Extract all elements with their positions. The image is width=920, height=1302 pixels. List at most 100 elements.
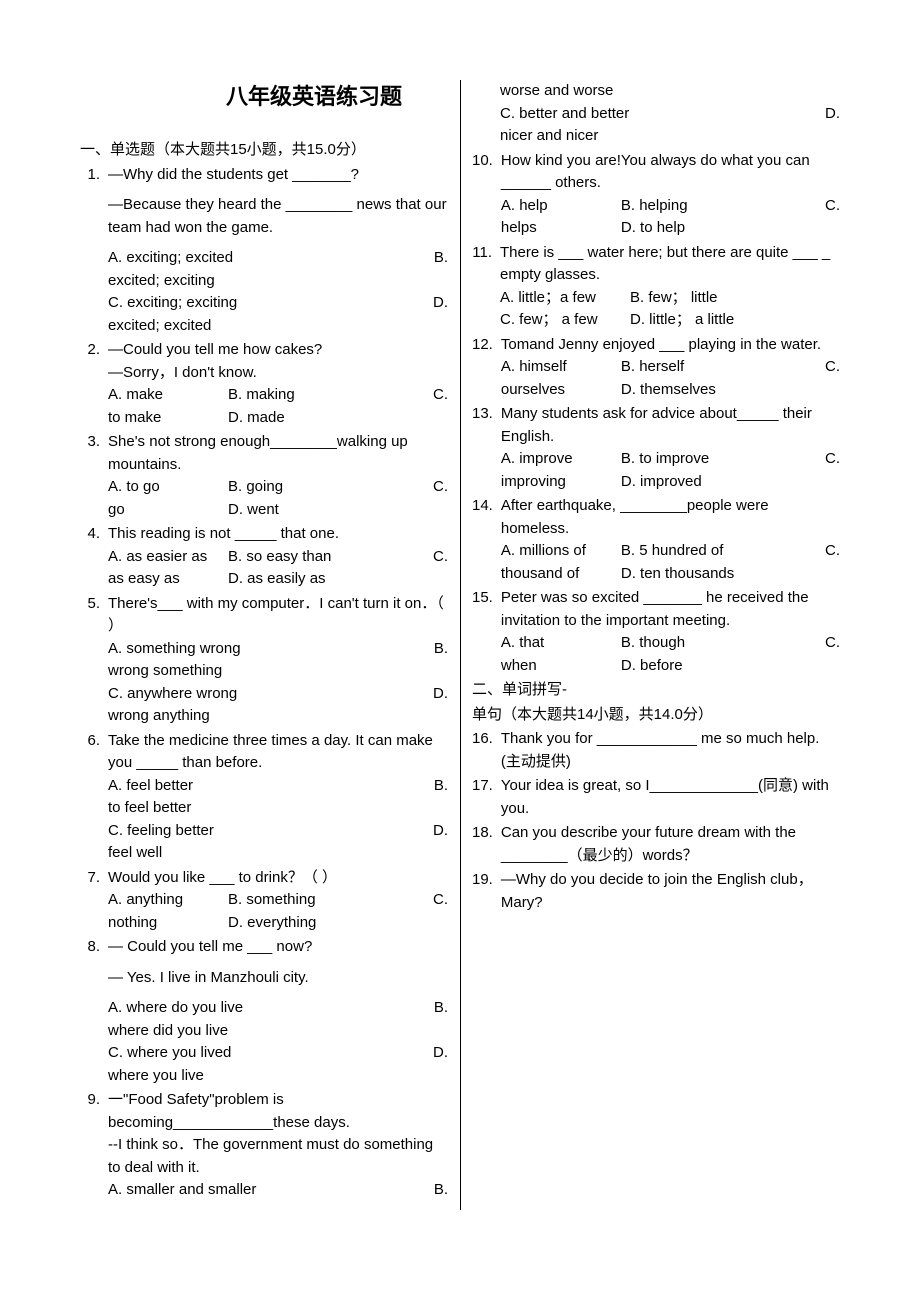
question-body: Tomand Jenny enjoyed ___ playing in the … <box>501 334 840 402</box>
question-text: She's not strong enough________walking u… <box>108 431 448 476</box>
question-number: 6. <box>80 730 108 865</box>
worksheet-page: 八年级英语练习题 一、单选题（本大题共15小题，共15.0分） 1. —Why … <box>0 0 920 1302</box>
question-body: There's___ with my computer．I can't turn… <box>108 593 448 728</box>
option-c-prefix: C. <box>348 476 448 499</box>
question-text: Many students ask for advice about_____ … <box>501 403 840 448</box>
option-d-prefix: D. <box>424 1042 448 1065</box>
question-1: 1. —Why did the students get _______? —B… <box>80 164 448 338</box>
option-line: helps D. to help <box>501 217 840 240</box>
option-b-prefix: B. <box>424 997 448 1020</box>
question-text: —Because they heard the ________ news th… <box>108 194 448 239</box>
option-line: improving D. improved <box>501 471 840 494</box>
option-d: D. made <box>228 407 348 430</box>
option-b-rest: worse and worse <box>500 80 840 103</box>
question-body: This reading is not _____ that one. A. a… <box>108 523 448 591</box>
option-c: C. anywhere wrong <box>108 683 424 706</box>
option-c: C. better and better <box>500 103 816 126</box>
option-c-prefix: C. <box>741 632 840 655</box>
option-line: A. little；a few B. few； little <box>500 287 840 310</box>
question-number: 4. <box>80 523 108 591</box>
question-text: Can you describe your future dream with … <box>501 822 840 867</box>
question-17: 17. Your idea is great, so I____________… <box>472 775 840 820</box>
section-1-heading: 一、单选题（本大题共15小题，共15.0分） <box>80 139 448 162</box>
question-text: Would you like ___ to drink？（ ） <box>108 867 448 890</box>
option-d: D. before <box>621 655 741 678</box>
question-text: There is ___ water here; but there are q… <box>500 242 840 287</box>
option-b: B. something <box>228 889 348 912</box>
option-a: A. to go <box>108 476 228 499</box>
question-text: —Why did the students get _______? <box>108 164 448 187</box>
option-line: A. improve B. to improve C. <box>501 448 840 471</box>
question-2: 2. —Could you tell me how cakes? —Sorry，… <box>80 339 448 429</box>
option-b-prefix: B. <box>424 247 448 270</box>
option-b-rest: to feel better <box>108 797 448 820</box>
option-c-rest: to make <box>108 407 228 430</box>
question-number: 8. <box>80 936 108 1087</box>
option-b-prefix: B. <box>424 638 448 661</box>
question-text: There's___ with my computer．I can't turn… <box>108 593 448 638</box>
question-body: Would you like ___ to drink？（ ） A. anyth… <box>108 867 448 935</box>
option-d-rest: wrong anything <box>108 705 448 728</box>
option-line: to make D. made <box>108 407 448 430</box>
option-c-prefix: C. <box>741 540 840 563</box>
option-c: C. exciting; exciting <box>108 292 424 315</box>
option-d-prefix: D. <box>424 820 448 843</box>
question-number: 3. <box>80 431 108 521</box>
option-a: A. anything <box>108 889 228 912</box>
option-c-prefix: C. <box>348 384 448 407</box>
question-7: 7. Would you like ___ to drink？（ ） A. an… <box>80 867 448 935</box>
question-text: Tomand Jenny enjoyed ___ playing in the … <box>501 334 840 357</box>
question-11: 11. There is ___ water here; but there a… <box>472 242 840 332</box>
question-text: Thank you for ____________ me so much he… <box>501 728 840 773</box>
question-text: 一"Food Safety"problem is becoming_______… <box>108 1089 448 1134</box>
option-b: B. going <box>228 476 348 499</box>
option-d: excited; excited <box>108 315 448 338</box>
question-body: There is ___ water here; but there are q… <box>500 242 840 332</box>
option-a: A. that <box>501 632 621 655</box>
question-number: 1. <box>80 164 108 338</box>
option-d-prefix: D. <box>816 103 840 126</box>
option-line: A. something wrong B. <box>108 638 448 661</box>
option-c-rest: improving <box>501 471 621 494</box>
question-16: 16. Thank you for ____________ me so muc… <box>472 728 840 773</box>
option-line: A. help B. helping C. <box>501 195 840 218</box>
option-a: A. feel better <box>108 775 424 798</box>
option-d: D. to help <box>621 217 741 240</box>
question-number: 12. <box>472 334 501 402</box>
option-line: go D. went <box>108 499 448 522</box>
question-18: 18. Can you describe your future dream w… <box>472 822 840 867</box>
question-number: 13. <box>472 403 501 493</box>
option-d-rest: nicer and nicer <box>500 125 840 148</box>
option-a: A. millions of <box>501 540 621 563</box>
option-d: D. themselves <box>621 379 741 402</box>
question-text: — Yes. I live in Manzhouli city. <box>108 967 448 990</box>
option-c: C. feeling better <box>108 820 424 843</box>
option-d-rest: feel well <box>108 842 448 865</box>
option-c-rest: as easy as <box>108 568 228 591</box>
section-2-heading: 二、单词拼写- <box>472 679 840 702</box>
question-number: 2. <box>80 339 108 429</box>
question-19: 19. —Why do you decide to join the Engli… <box>472 869 840 914</box>
section-2-sub: 单句（本大题共14小题，共14.0分） <box>472 704 840 727</box>
question-text: — Could you tell me ___ now? <box>108 936 448 959</box>
question-body: —Why do you decide to join the English c… <box>501 869 840 914</box>
option-line: ourselves D. themselves <box>501 379 840 402</box>
question-text: —Why do you decide to join the English c… <box>501 869 840 914</box>
question-13: 13. Many students ask for advice about__… <box>472 403 840 493</box>
option-c-rest: helps <box>501 217 621 240</box>
question-body: Take the medicine three times a day. It … <box>108 730 448 865</box>
question-number: 17. <box>472 775 501 820</box>
question-text: After earthquake, ________people were ho… <box>501 495 840 540</box>
question-number: 11. <box>472 242 500 332</box>
option-a: A. improve <box>501 448 621 471</box>
question-body: Can you describe your future dream with … <box>501 822 840 867</box>
option-line: C. exciting; exciting D. <box>108 292 448 315</box>
option-b: B. few； little <box>630 287 718 310</box>
option-d: D. went <box>228 499 348 522</box>
question-number: 7. <box>80 867 108 935</box>
option-line: C. better and better D. <box>500 103 840 126</box>
option-a: A. where do you live <box>108 997 424 1020</box>
option-line: C. anywhere wrong D. <box>108 683 448 706</box>
question-8: 8. — Could you tell me ___ now? — Yes. I… <box>80 936 448 1087</box>
option-c-prefix: C. <box>741 195 840 218</box>
